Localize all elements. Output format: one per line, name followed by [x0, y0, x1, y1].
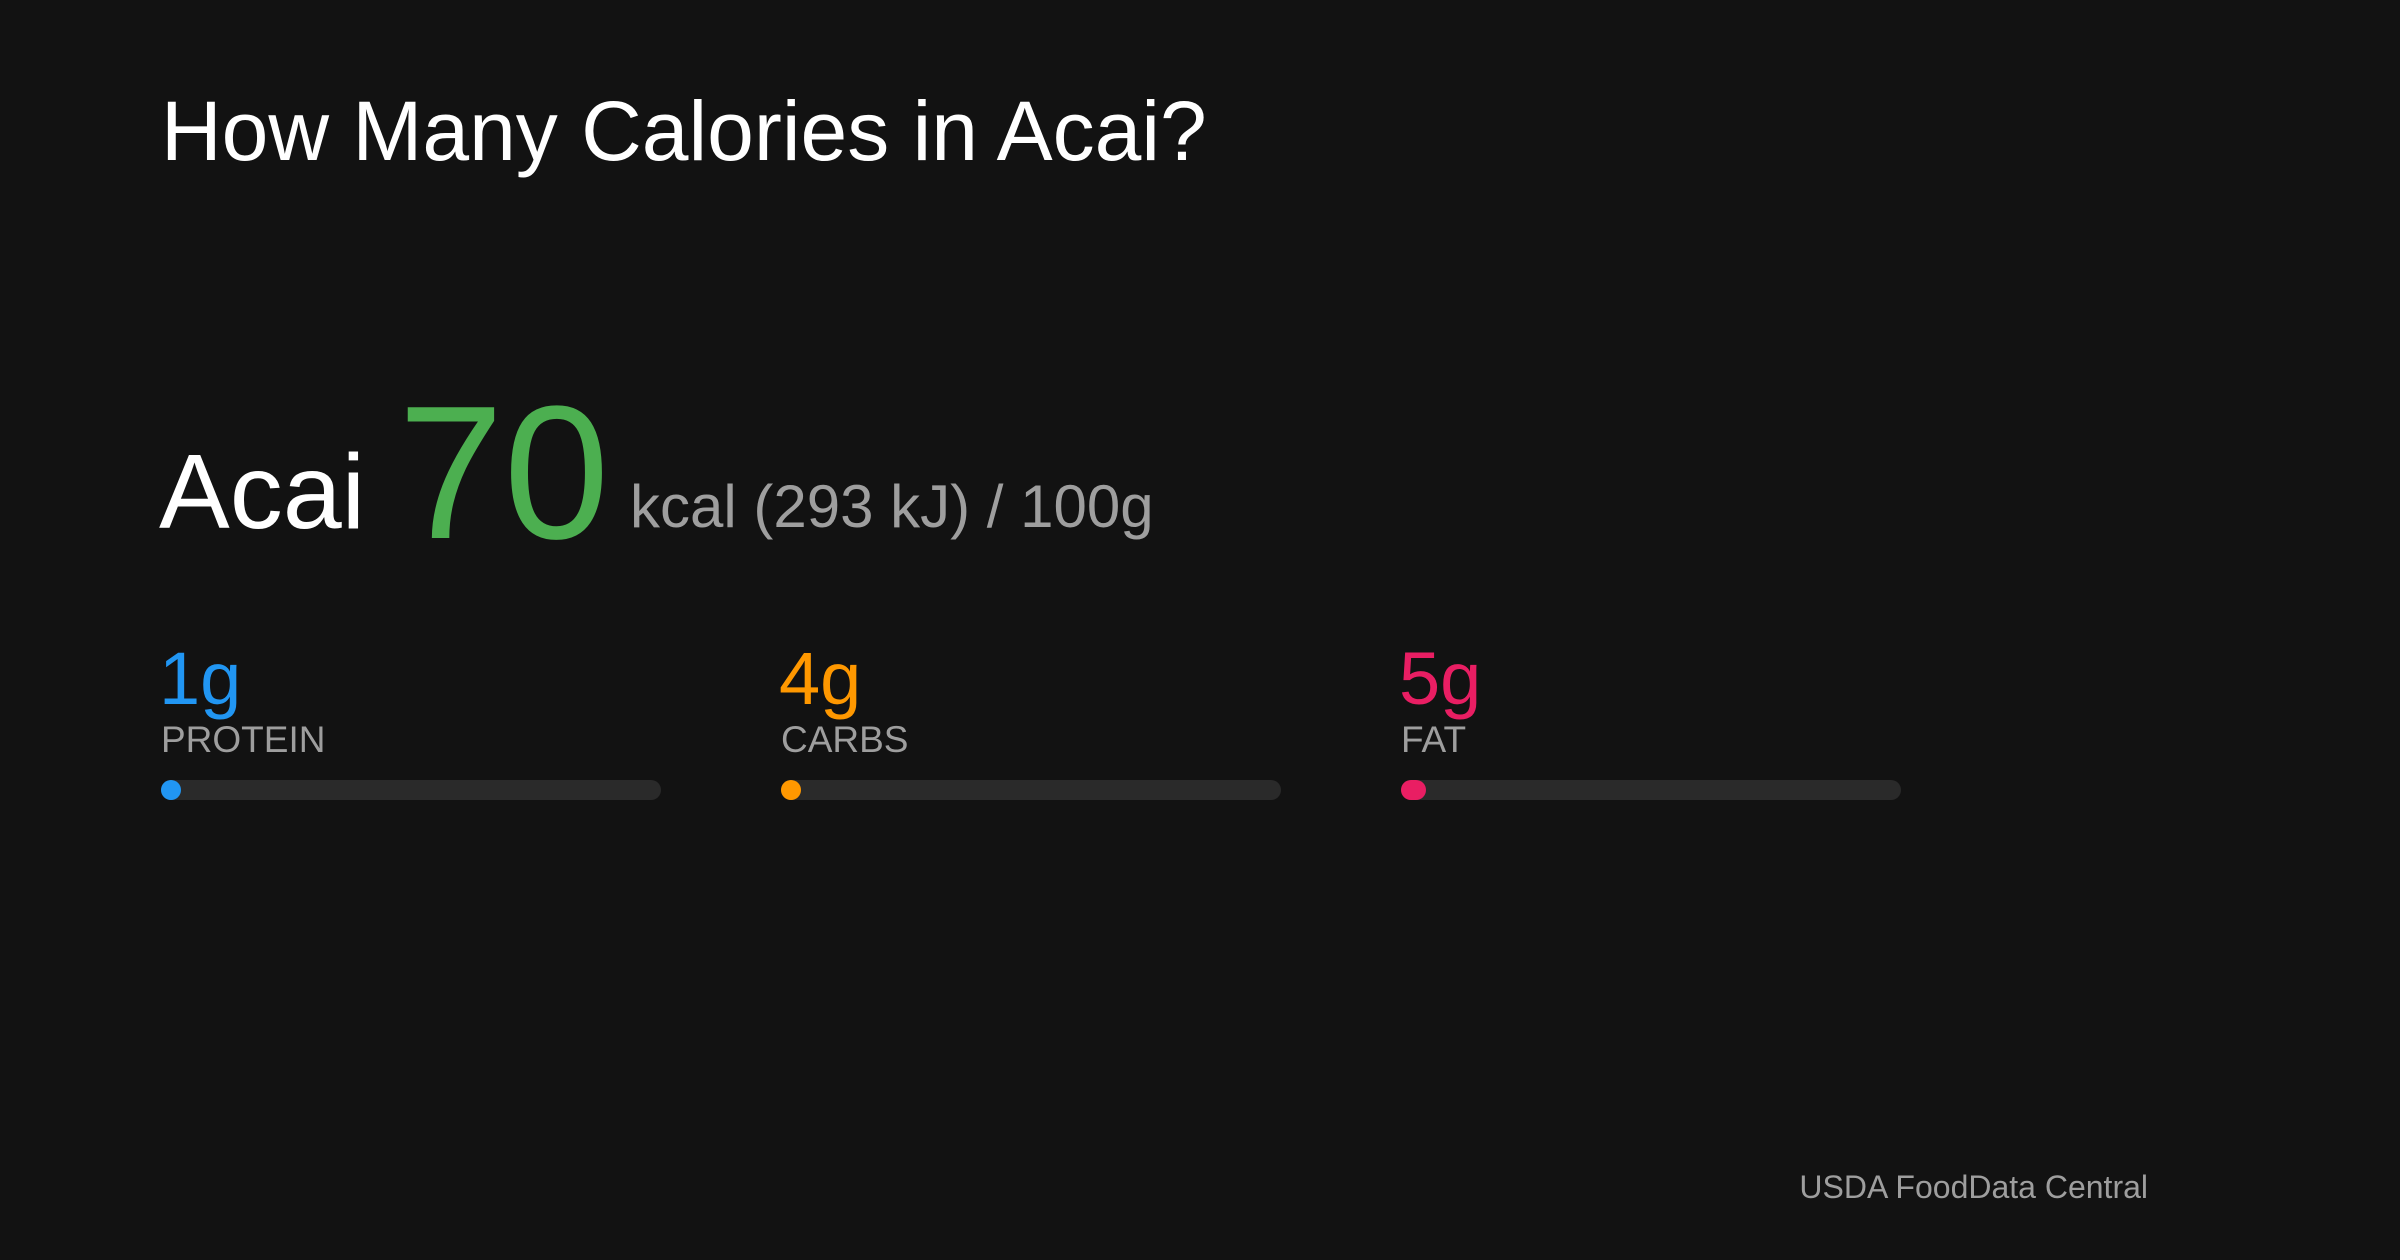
macro-name: FAT [1401, 719, 1466, 760]
macro-bar [161, 780, 181, 800]
title: How Many Calories in Acai? [161, 84, 1207, 178]
macro-name: CARBS [781, 719, 908, 760]
macro-amount: 4g [779, 637, 861, 720]
macro-track [1401, 780, 1901, 800]
macro-track [161, 780, 661, 800]
macro-track [781, 780, 1281, 800]
food-name: Acai [159, 433, 365, 551]
macro-amount: 5g [1399, 637, 1481, 720]
source: USDA FoodData Central [1799, 1169, 2148, 1205]
macro-bar [1401, 780, 1426, 800]
macro-amount: 1g [159, 637, 241, 720]
macro-bar [781, 780, 801, 800]
calories: 70 [398, 367, 609, 579]
calorie-unit: kcal (293 kJ) / 100g [630, 473, 1154, 540]
macro-name: PROTEIN [161, 719, 325, 760]
